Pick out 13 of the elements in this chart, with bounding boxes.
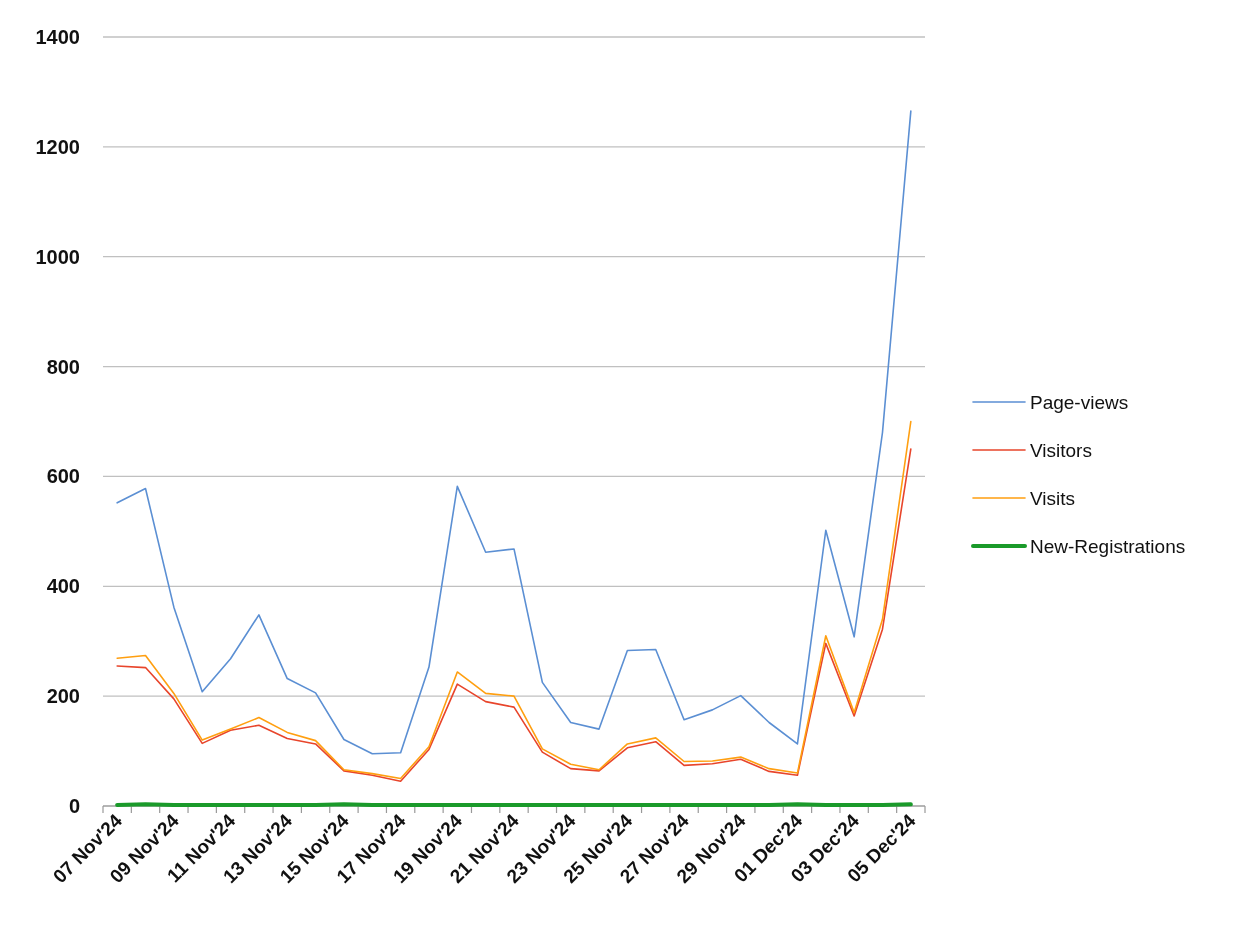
- y-tick-label: 400: [46, 575, 80, 598]
- y-tick-label: 1200: [35, 135, 80, 158]
- legend-label: Page-views: [1030, 392, 1129, 413]
- legend-label: New-Registrations: [1030, 536, 1186, 557]
- line-series: [116, 110, 912, 755]
- y-tick-label: 200: [46, 685, 80, 708]
- y-tick-label: 800: [46, 355, 80, 378]
- legend-label: Visits: [1030, 488, 1076, 509]
- y-tick-label: 600: [46, 465, 80, 488]
- y-tick-label: 1400: [35, 26, 80, 48]
- y-tick-label: 1000: [35, 245, 80, 268]
- legend-label: Visitors: [1030, 440, 1092, 461]
- y-tick-label: 0: [68, 795, 80, 817]
